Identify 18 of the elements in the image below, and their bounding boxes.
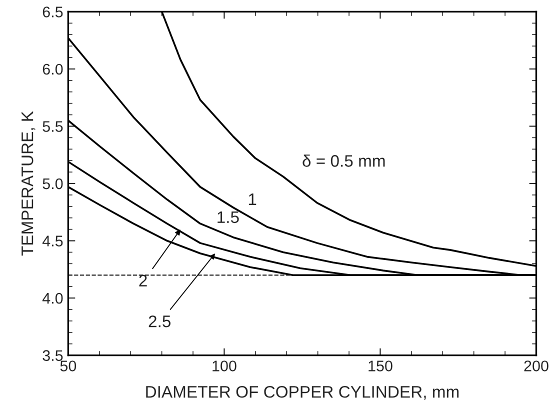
x-tick-label: 200	[524, 360, 548, 372]
x-axis-title: DIAMETER OF COPPER CYLINDER, mm	[146, 386, 459, 400]
x-tick-label: 50	[60, 360, 76, 372]
y-tick-label: 4.5	[42, 236, 63, 246]
x-tick-label: 100	[212, 360, 236, 372]
annotation: δ = 0.5 mm	[302, 154, 385, 167]
y-tick-label: 5.0	[42, 178, 63, 190]
annotation: 1	[248, 194, 256, 206]
y-tick-label: 5.5	[42, 121, 63, 132]
y-tick-label: 6.0	[42, 64, 63, 75]
annotation: 1.5	[218, 211, 239, 224]
annotation: 2.5	[148, 315, 170, 328]
y-tick-label: 3.5	[42, 350, 63, 361]
annotation: 2	[139, 274, 147, 286]
y-tick-label: 6.5	[42, 6, 63, 18]
y-tick-label: 4.0	[42, 292, 63, 304]
x-tick-label: 150	[368, 360, 392, 372]
y-axis-title: TEMPERATURE, K	[22, 111, 36, 256]
